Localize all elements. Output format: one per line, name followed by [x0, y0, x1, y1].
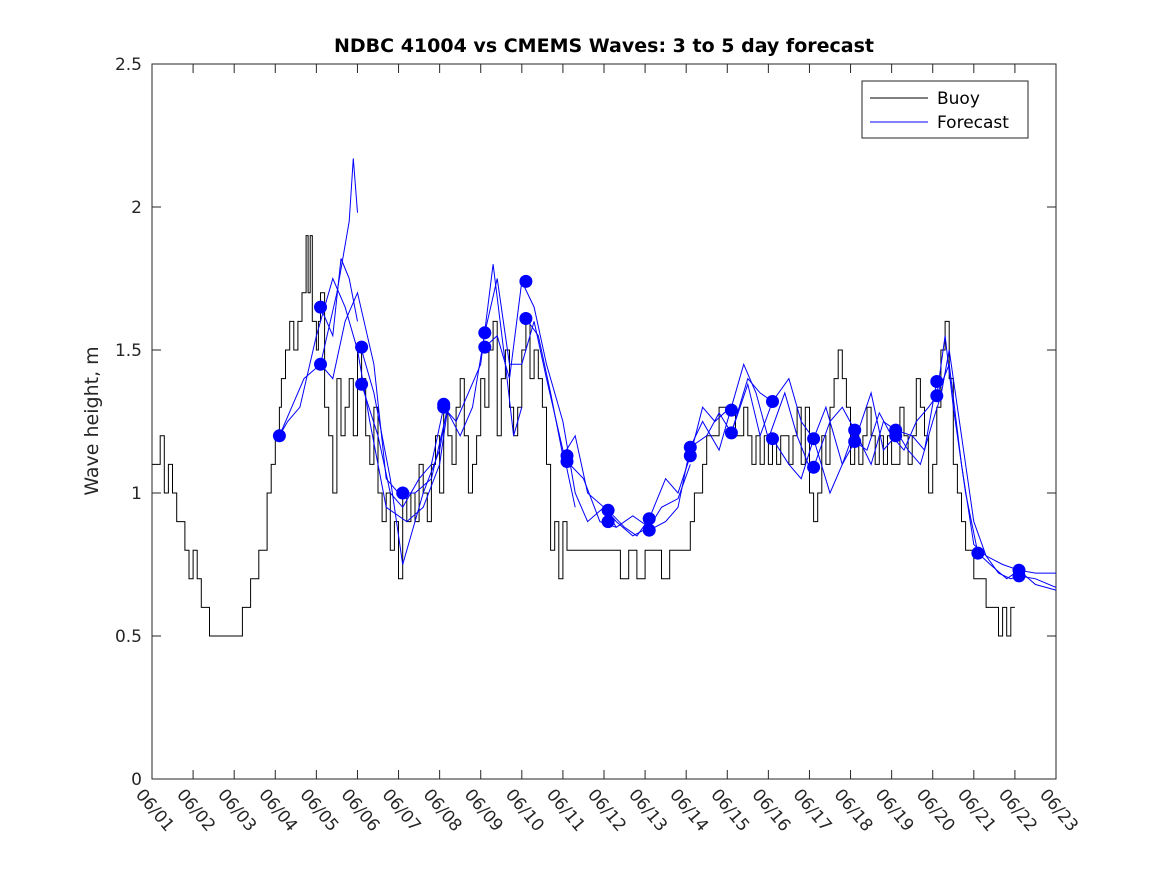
legend-label-forecast: Forecast — [937, 113, 1009, 133]
legend-label-buoy: Buoy — [937, 89, 980, 109]
forecast-start-marker — [314, 357, 327, 371]
forecast-series-layer — [278, 158, 1056, 591]
buoy-series-layer — [152, 235, 1015, 637]
forecast-run-line-13 — [648, 377, 773, 531]
forecast-start-marker — [848, 423, 862, 437]
forecast-start-marker — [601, 515, 615, 529]
forecast-run-line-3 — [320, 158, 358, 365]
y-tick-label: 2.5 — [115, 55, 142, 75]
forecast-start-marker — [519, 274, 533, 288]
forecast-run-line-2 — [278, 291, 449, 494]
chart-title: NDBC 41004 vs CMEMS Waves: 3 to 5 day fo… — [334, 35, 874, 57]
forecast-start-marker — [272, 429, 286, 443]
forecast-run-line-15 — [730, 377, 856, 495]
forecast-start-marker — [930, 375, 944, 388]
forecast-start-marker — [807, 432, 821, 446]
forecast-start-marker — [314, 300, 327, 314]
forecast-start-marker — [355, 340, 369, 354]
y-axis: 0 0.5 1 1.5 2 2.5 — [115, 55, 1056, 790]
buoy-series-line — [152, 235, 1015, 637]
forecast-run-line-6 — [361, 384, 445, 509]
plot-series — [152, 158, 1056, 637]
forecast-run-line-16 — [772, 391, 897, 480]
y-tick-label: 0.5 — [115, 627, 142, 647]
forecast-start-marker — [766, 432, 779, 446]
forecast-start-marker — [889, 429, 903, 443]
forecast-start-marker — [848, 435, 862, 448]
legend: Buoy Forecast — [861, 80, 1029, 139]
forecast-start-marker — [724, 403, 738, 417]
forecast-run-line-11 — [566, 461, 691, 529]
forecast-start-marker — [642, 512, 656, 526]
forecast-start-marker — [519, 312, 533, 325]
forecast-start-marker — [560, 455, 574, 468]
forecast-start-marker — [396, 486, 410, 500]
forecast-start-marker — [971, 546, 985, 560]
forecast-start-marker — [1012, 569, 1026, 583]
forecast-start-marker — [724, 426, 738, 440]
forecast-run-line-10 — [525, 318, 650, 537]
y-tick-label: 2 — [131, 198, 142, 218]
forecast-start-marker — [930, 389, 944, 403]
forecast-run-line-12 — [607, 406, 728, 537]
y-axis-label: Wave height, m — [81, 346, 103, 495]
forecast-start-marker — [355, 377, 369, 391]
forecast-start-marker — [642, 523, 656, 537]
forecast-start-marker — [478, 326, 492, 340]
forecast-start-marker — [807, 460, 821, 474]
forecast-run-line-9 — [484, 279, 617, 528]
forecast-run-line-18 — [854, 335, 979, 554]
forecast-start-marker — [478, 340, 492, 354]
forecast-run-line-20 — [936, 364, 1056, 574]
y-tick-label: 1.5 — [115, 341, 142, 361]
forecast-run-line-14 — [689, 362, 810, 468]
forecast-start-marker — [683, 449, 697, 463]
forecast-marker-layer — [272, 274, 1026, 583]
y-tick-label: 0 — [131, 770, 142, 790]
forecast-run-line-17 — [813, 381, 938, 468]
forecast-start-marker — [601, 503, 615, 517]
forecast-run-line-7 — [443, 264, 523, 436]
forecast-start-marker — [437, 400, 451, 414]
forecast-start-marker — [766, 395, 779, 408]
forecast-run-line-4 — [320, 258, 358, 338]
legend-box — [861, 80, 1029, 139]
y-tick-label: 1 — [131, 484, 142, 504]
forecast-run-line-5 — [361, 349, 449, 565]
